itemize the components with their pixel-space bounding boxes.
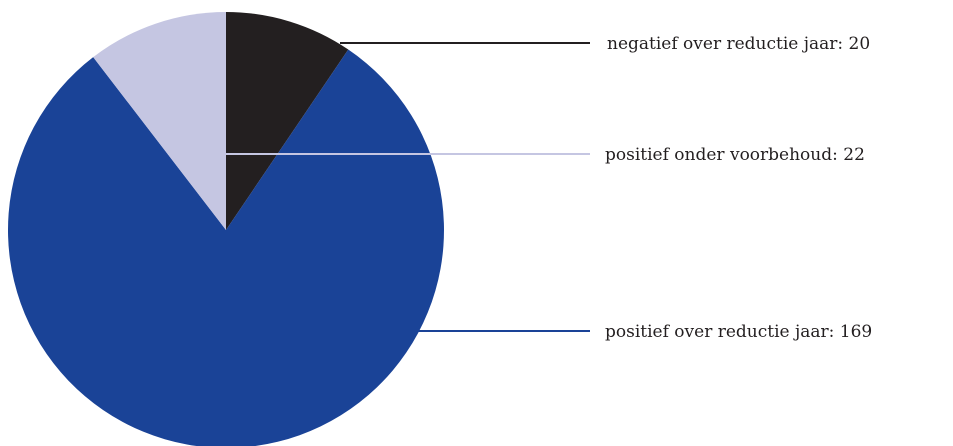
slice-label-positief-over-reductie-jaar: positief over reductie jaar: 169 (605, 322, 872, 342)
slice-label-negatief-over-reductie-jaar: negatief over reductie jaar: 20 (607, 34, 870, 54)
pie-slice-negatief-over-reductie-jaar (226, 12, 349, 230)
slice-labels: negatief over reductie jaar: 20 positief… (605, 34, 872, 342)
leader-lines (226, 42, 590, 332)
pie-slices (8, 12, 444, 446)
slice-label-positief-onder-voorbehoud: positief onder voorbehoud: 22 (605, 145, 865, 165)
pie-slice-positief-onder-voorbehoud (93, 12, 227, 230)
pie-slice-positief-over-reductie-jaar (8, 49, 444, 446)
